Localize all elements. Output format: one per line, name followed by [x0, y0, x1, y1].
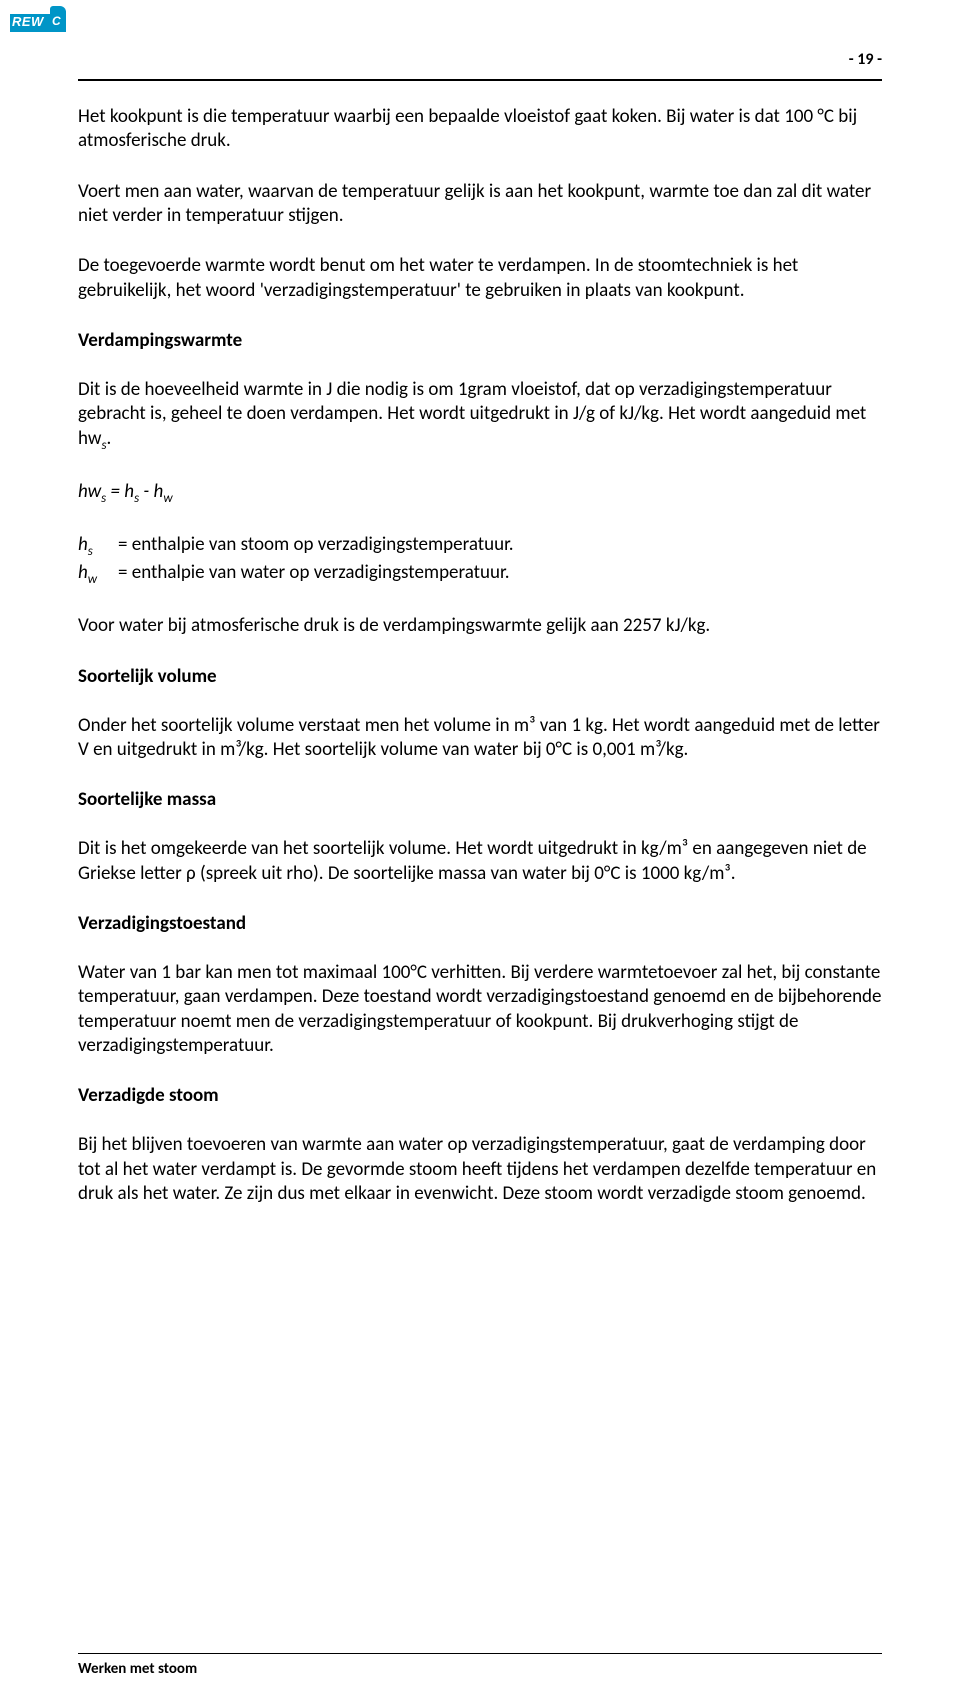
formula-part: = h: [106, 480, 134, 503]
definition-list: hs= enthalpie van stoom op verzadigingst…: [78, 532, 882, 589]
formula: hws = hs - hw: [78, 480, 882, 506]
section-heading: Verzadigingstoestand: [78, 912, 882, 935]
header-rule: [78, 79, 882, 81]
section-heading: Verzadigde stoom: [78, 1084, 882, 1107]
definition-symbol: hs: [78, 532, 118, 560]
body-para: Dit is de hoeveelheid warmte in J die no…: [78, 378, 882, 454]
body-para: De toegevoerde warmte wordt benut om het…: [78, 254, 882, 303]
brand-logo: REW C: [10, 4, 66, 32]
definition-text: = enthalpie van stoom op verzadigingstem…: [118, 533, 514, 556]
subscript: s: [88, 544, 93, 559]
body-para: Water van 1 bar kan men tot maximaal 100…: [78, 961, 882, 1058]
para-text: Dit is de hoeveelheid warmte in J die no…: [78, 378, 866, 450]
definition-row: hw= enthalpie van water op verzadigingst…: [78, 560, 882, 588]
footer-rule: [78, 1653, 882, 1654]
logo-text-right: C: [52, 14, 61, 28]
page-footer: Werken met stoom: [78, 1653, 882, 1678]
definition-text: = enthalpie van water op verzadigingstem…: [118, 561, 510, 584]
body-para: Bij het blijven toevoeren van warmte aan…: [78, 1133, 882, 1206]
definition-row: hs= enthalpie van stoom op verzadigingst…: [78, 532, 882, 560]
page-number: - 19 -: [78, 50, 882, 69]
formula-part: hw: [78, 480, 101, 503]
section-heading: Verdampingswarmte: [78, 329, 882, 352]
para-text: .: [107, 427, 112, 450]
sym-base: h: [78, 561, 88, 584]
footer-text: Werken met stoom: [78, 1660, 882, 1678]
body-para: Dit is het omgekeerde van het soortelijk…: [78, 837, 882, 886]
body-para: Voor water bij atmosferische druk is de …: [78, 614, 882, 638]
sym-base: h: [78, 533, 88, 556]
definition-symbol: hw: [78, 560, 118, 588]
subscript: w: [88, 572, 97, 587]
body-para: Het kookpunt is die temperatuur waarbij …: [78, 105, 882, 154]
body-para: Onder het soortelijk volume verstaat men…: [78, 714, 882, 763]
section-heading: Soortelijke massa: [78, 788, 882, 811]
logo-text-left: REW: [12, 14, 44, 29]
subscript: w: [163, 491, 172, 506]
body-para: Voert men aan water, waarvan de temperat…: [78, 180, 882, 229]
section-heading: Soortelijk volume: [78, 665, 882, 688]
formula-part: - h: [139, 480, 163, 503]
